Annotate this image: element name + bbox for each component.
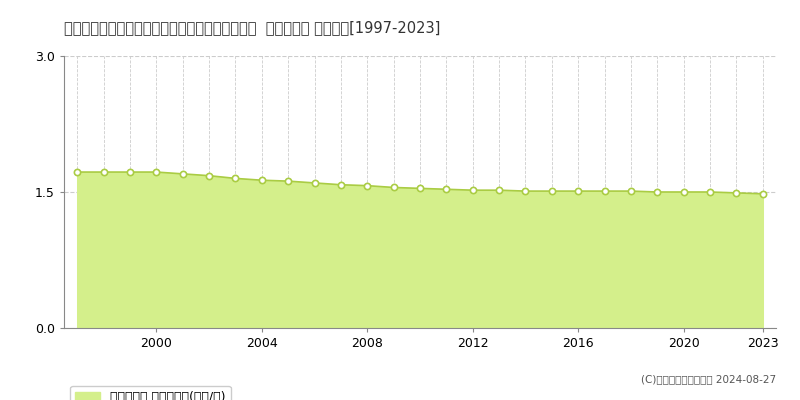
- Legend: 基準地価格 平均坤単価(万円/坤): 基準地価格 平均坤単価(万円/坤): [70, 386, 230, 400]
- Text: (C)土地価格ドットコム 2024-08-27: (C)土地価格ドットコム 2024-08-27: [641, 374, 776, 384]
- Text: 福島県東白川郡鯣川村大字渡瀬字中野町３１番２  基準地価格 地価推移[1997-2023]: 福島県東白川郡鯣川村大字渡瀬字中野町３１番２ 基準地価格 地価推移[1997-2…: [64, 20, 440, 35]
